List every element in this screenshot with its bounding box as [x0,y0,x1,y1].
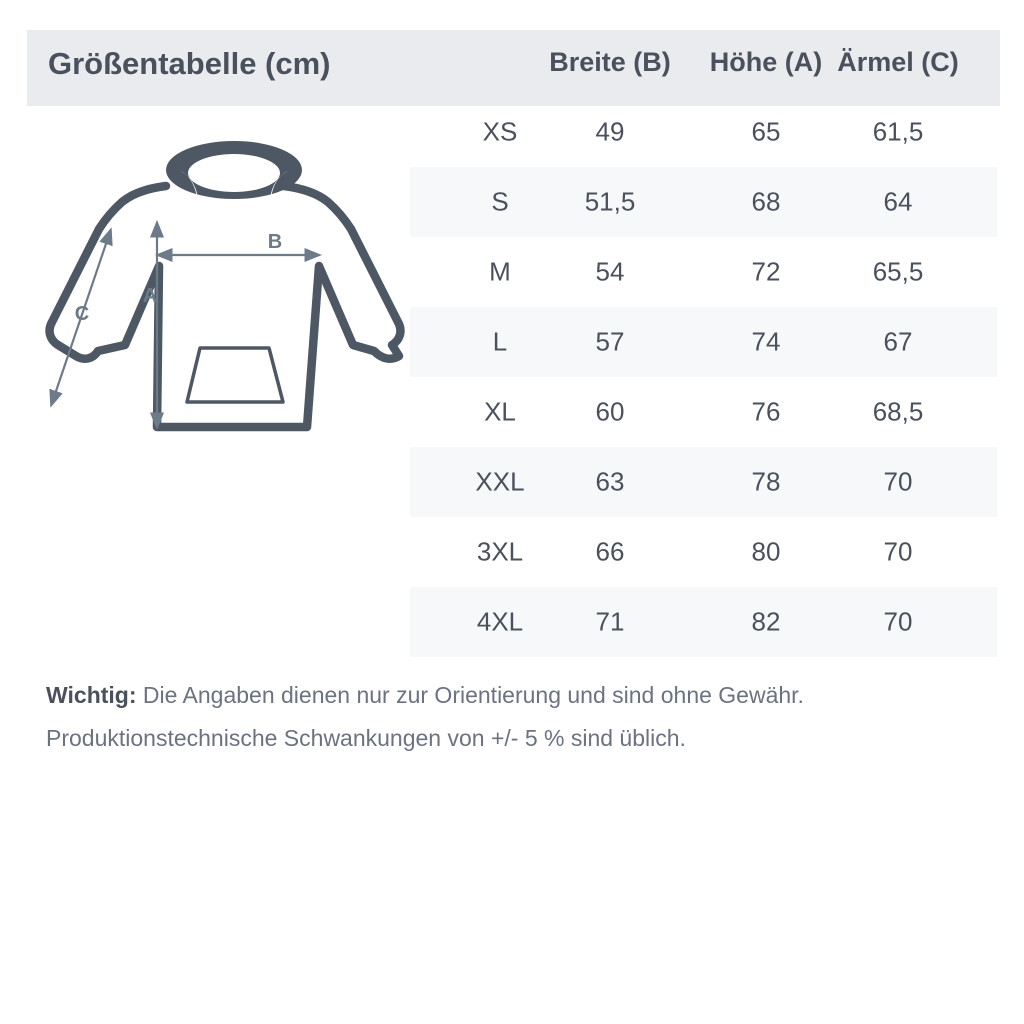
svg-text:B: B [268,231,282,253]
svg-text:C: C [75,303,89,325]
svg-text:A: A [143,285,157,307]
